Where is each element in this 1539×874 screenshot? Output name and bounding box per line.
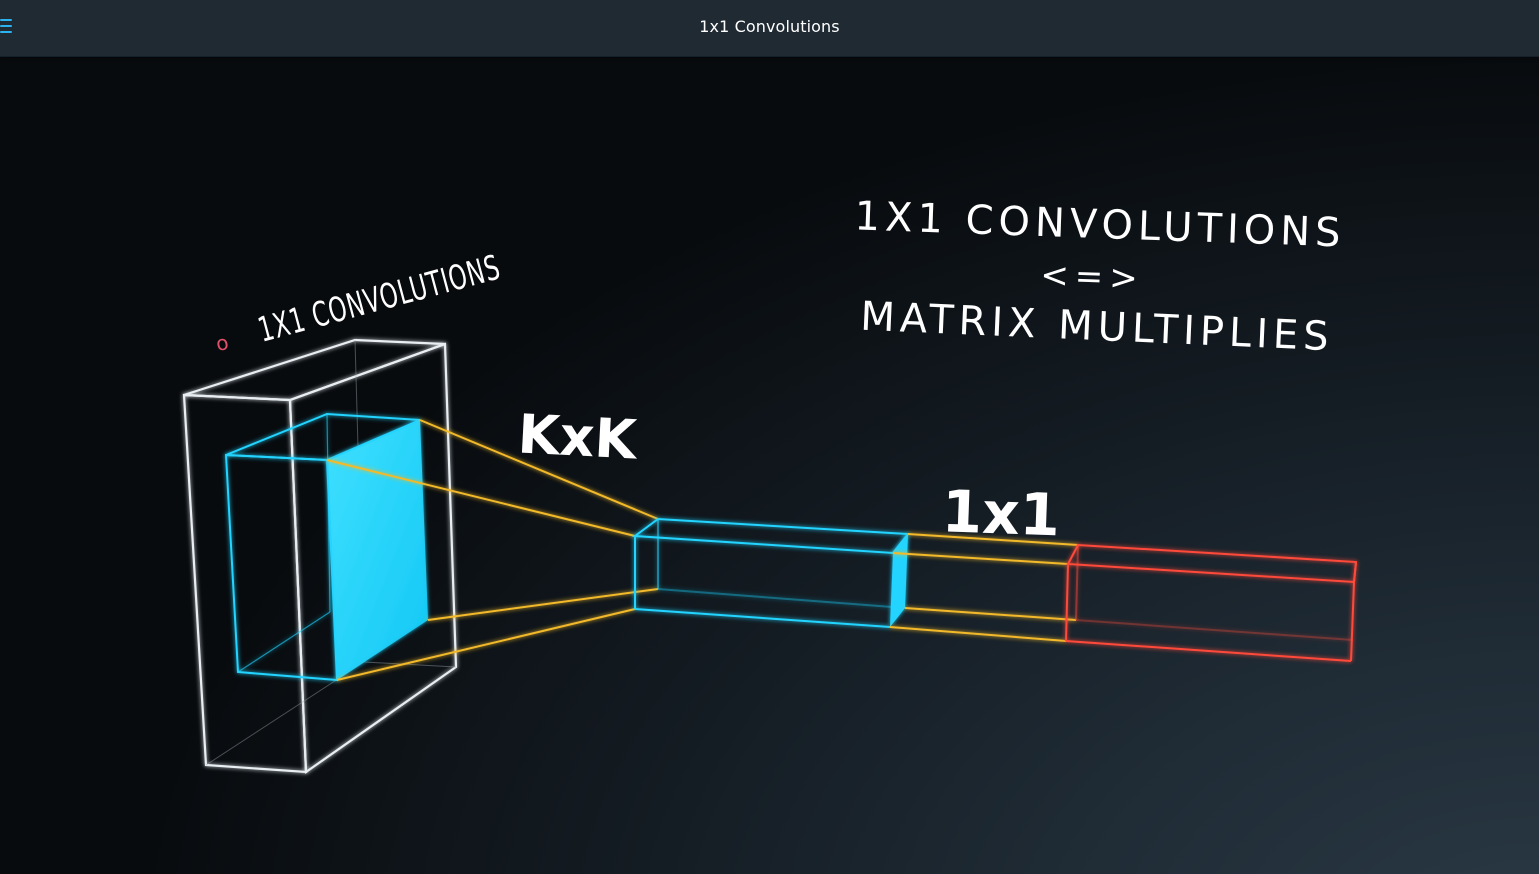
input-volume-cube — [182, 338, 458, 775]
title-line-1: 1X1 CONVOLUTIONS — [854, 193, 1346, 256]
kernel-patch — [224, 412, 428, 682]
projection-lines-kxk — [326, 419, 659, 681]
video-frame[interactable]: 1X1 CONVOLUTIONS o 1X1 CONVOLUTIONS <=> … — [0, 56, 1539, 874]
top-bar: 1x1 Convolutions — [0, 0, 1539, 57]
feature-bar — [632, 517, 910, 628]
convolution-diagram: 1X1 CONVOLUTIONS o 1X1 CONVOLUTIONS <=> … — [182, 193, 1358, 775]
one-by-one-label: 1x1 — [941, 477, 1061, 549]
output-bar — [1065, 543, 1358, 662]
kernel-label: KxK — [516, 402, 640, 471]
title-line-2: <=> — [1040, 255, 1145, 299]
hamburger-menu-icon[interactable] — [0, 17, 12, 35]
page-title: 1x1 Convolutions — [699, 17, 840, 36]
title-line-3: MATRIX MULTIPLIES — [859, 294, 1334, 361]
bullet-marker: o — [214, 330, 231, 356]
slanted-heading: 1X1 CONVOLUTIONS — [254, 247, 505, 350]
slanted-heading-group: 1X1 CONVOLUTIONS — [254, 247, 505, 350]
feature-bar-slice — [890, 534, 908, 627]
projection-lines-1x1 — [889, 533, 1079, 642]
